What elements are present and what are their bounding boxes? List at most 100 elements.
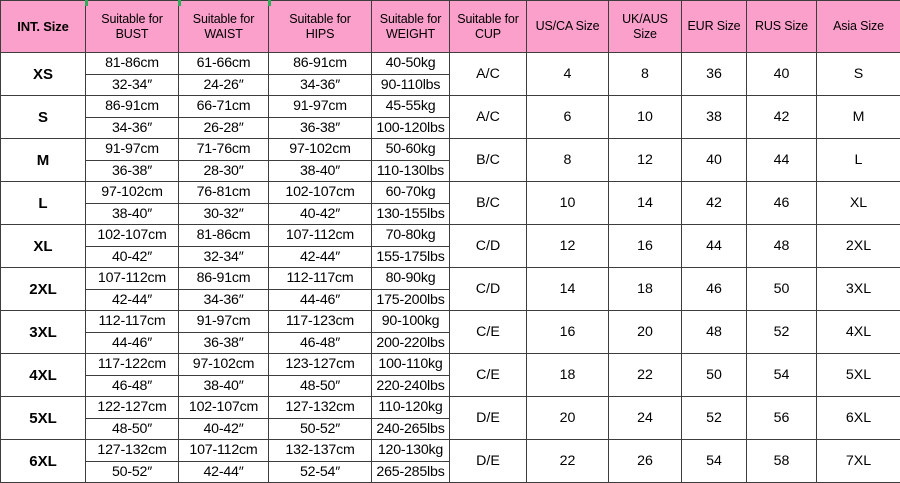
cell-bust-in: 50-52″ — [86, 461, 179, 483]
column-header-cup-line1: Suitable for — [457, 12, 518, 26]
cell-weight-lbs: 220-240lbs — [372, 375, 450, 397]
column-header-uk-aus-line1: UK/AUS — [622, 12, 668, 26]
column-header-waist: Suitable for WAIST — [179, 1, 269, 53]
cell-eur: 42 — [682, 182, 747, 225]
column-header-hips-line2: HIPS — [306, 27, 335, 41]
cell-weight-lbs: 155-175lbs — [372, 246, 450, 268]
cell-bust-cm: 107-112cm — [86, 268, 179, 290]
cell-bust-cm: 112-117cm — [86, 311, 179, 333]
cell-int-size: 3XL — [1, 311, 86, 354]
cell-asia: S — [817, 53, 900, 96]
cell-waist-in: 34-36″ — [179, 289, 269, 311]
cell-us-ca: 4 — [527, 53, 609, 96]
cell-int-size: XL — [1, 225, 86, 268]
column-header-hips-line1: Suitable for — [289, 12, 350, 26]
cell-eur: 48 — [682, 311, 747, 354]
cell-waist-in: 24-26″ — [179, 74, 269, 96]
cell-int-size: S — [1, 96, 86, 139]
cell-waist-in: 36-38″ — [179, 332, 269, 354]
cell-cup: D/E — [450, 397, 527, 440]
cell-hips-cm: 117-123cm — [269, 311, 372, 333]
cell-uk-aus: 8 — [609, 53, 682, 96]
cell-rus: 42 — [747, 96, 817, 139]
column-header-hips: Suitable for HIPS — [269, 1, 372, 53]
cell-hips-in: 40-42″ — [269, 203, 372, 225]
cell-bust-in: 42-44″ — [86, 289, 179, 311]
column-header-bust-line1: Suitable for — [101, 12, 162, 26]
cell-weight-kg: 100-110kg — [372, 354, 450, 376]
cell-hips-in: 34-36″ — [269, 74, 372, 96]
cell-eur: 36 — [682, 53, 747, 96]
cell-us-ca: 14 — [527, 268, 609, 311]
cell-hips-in: 52-54″ — [269, 461, 372, 483]
cell-eur: 38 — [682, 96, 747, 139]
cell-rus: 54 — [747, 354, 817, 397]
cell-eur: 40 — [682, 139, 747, 182]
column-header-cup: Suitable for CUP — [450, 1, 527, 53]
cell-eur: 50 — [682, 354, 747, 397]
cell-bust-in: 38-40″ — [86, 203, 179, 225]
cell-weight-kg: 40-50kg — [372, 53, 450, 75]
cell-us-ca: 10 — [527, 182, 609, 225]
cell-bust-cm: 91-97cm — [86, 139, 179, 161]
cell-weight-lbs: 130-155lbs — [372, 203, 450, 225]
cell-bust-in: 48-50″ — [86, 418, 179, 440]
cell-weight-lbs: 90-110lbs — [372, 74, 450, 96]
table-header: INT. Size Suitable for BUST Suitable for… — [1, 1, 900, 53]
column-header-rus: RUS Size — [747, 1, 817, 53]
cell-hips-cm: 107-112cm — [269, 225, 372, 247]
cell-weight-lbs: 100-120lbs — [372, 117, 450, 139]
cell-us-ca: 20 — [527, 397, 609, 440]
cell-eur: 54 — [682, 440, 747, 483]
column-header-bust-line2: BUST — [116, 27, 149, 41]
cell-us-ca: 6 — [527, 96, 609, 139]
cell-hips-cm: 86-91cm — [269, 53, 372, 75]
cell-hips-cm: 91-97cm — [269, 96, 372, 118]
cell-hips-cm: 112-117cm — [269, 268, 372, 290]
cell-bust-cm: 86-91cm — [86, 96, 179, 118]
cell-rus: 46 — [747, 182, 817, 225]
cell-us-ca: 8 — [527, 139, 609, 182]
cell-hips-cm: 132-137cm — [269, 440, 372, 462]
cell-bust-cm: 97-102cm — [86, 182, 179, 204]
cell-hips-in: 46-48″ — [269, 332, 372, 354]
cell-hips-cm: 102-107cm — [269, 182, 372, 204]
cell-waist-cm: 107-112cm — [179, 440, 269, 462]
cell-uk-aus: 12 — [609, 139, 682, 182]
cell-cup: B/C — [450, 139, 527, 182]
cell-cup: C/E — [450, 311, 527, 354]
cell-cup: B/C — [450, 182, 527, 225]
cell-uk-aus: 14 — [609, 182, 682, 225]
cell-waist-in: 38-40″ — [179, 375, 269, 397]
cell-eur: 52 — [682, 397, 747, 440]
cell-hips-cm: 127-132cm — [269, 397, 372, 419]
cell-rus: 56 — [747, 397, 817, 440]
column-header-weight: Suitable for WEIGHT — [372, 1, 450, 53]
cell-asia: XL — [817, 182, 900, 225]
cell-hips-in: 42-44″ — [269, 246, 372, 268]
column-header-us-ca: US/CA Size — [527, 1, 609, 53]
cell-asia: 2XL — [817, 225, 900, 268]
cell-us-ca: 22 — [527, 440, 609, 483]
cell-rus: 44 — [747, 139, 817, 182]
cell-uk-aus: 20 — [609, 311, 682, 354]
cell-bust-in: 44-46″ — [86, 332, 179, 354]
cell-int-size: 6XL — [1, 440, 86, 483]
cell-waist-cm: 71-76cm — [179, 139, 269, 161]
cell-waist-cm: 91-97cm — [179, 311, 269, 333]
cell-weight-kg: 70-80kg — [372, 225, 450, 247]
cell-weight-kg: 45-55kg — [372, 96, 450, 118]
column-header-bust: Suitable for BUST — [86, 1, 179, 53]
column-header-waist-line1: Suitable for — [193, 12, 254, 26]
column-header-eur: EUR Size — [682, 1, 747, 53]
cell-asia: M — [817, 96, 900, 139]
cell-cup: C/E — [450, 354, 527, 397]
cell-weight-kg: 90-100kg — [372, 311, 450, 333]
